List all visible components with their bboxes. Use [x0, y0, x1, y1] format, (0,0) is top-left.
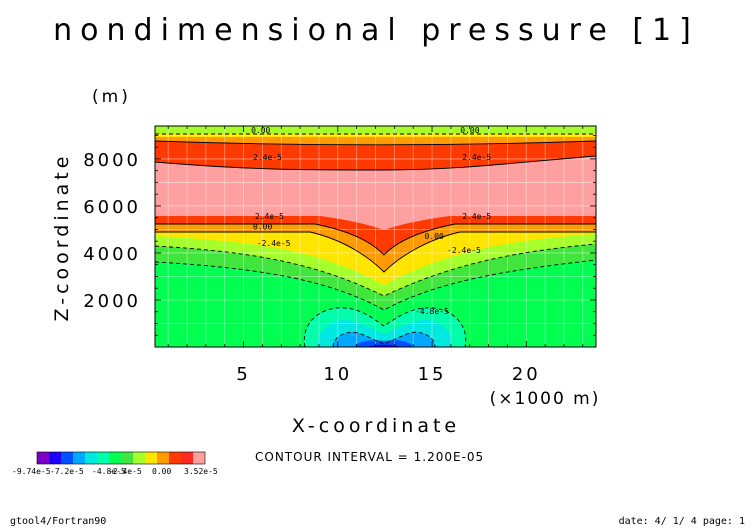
contour-line-pos-mid	[155, 223, 596, 256]
y-tick-label: 6000	[83, 197, 141, 218]
colorbar-swatch	[121, 452, 133, 464]
colorbar-swatch	[193, 452, 205, 464]
x-tick-label: 5	[236, 364, 250, 385]
colorbar-swatch	[145, 452, 157, 464]
plot-area	[154, 126, 597, 348]
colorbar-swatch	[73, 452, 85, 464]
contour-label: 0.00	[253, 222, 272, 231]
y-tick-label: 8000	[83, 150, 141, 171]
contour-label: 0.00	[251, 126, 270, 135]
contour-label: -4.8e-5	[415, 307, 449, 316]
colorbar-label: -4.8e-5	[92, 467, 126, 476]
chart-title: nondimensional pressure [1]	[53, 13, 699, 48]
y-tick-label: 2000	[83, 291, 141, 312]
contour-interval-text: CONTOUR INTERVAL = 1.200E-05	[255, 450, 484, 464]
plot-band-green	[155, 260, 596, 347]
footer-right: date: 4/ 1/ 4 page: 1	[619, 516, 745, 527]
plot-band-blue	[355, 340, 413, 347]
contour-label: 0.00	[460, 126, 479, 135]
colorbar-swatch	[61, 452, 73, 464]
colorbar-label: 0.00	[152, 467, 171, 476]
contour-line-neg-4	[332, 331, 436, 348]
colorbar-swatch	[109, 452, 121, 464]
colorbar-label: -7.2e-5	[50, 467, 84, 476]
contour-label: 2.4e-5	[255, 212, 284, 221]
colorbar-labels: -9.74e-5 -7.2e-5 -4.8e-5-2.4e-5 0.00 3.52e-5	[12, 467, 218, 476]
colorbar-label: -2.4e-5	[108, 467, 142, 476]
contour-line-neg-1	[154, 243, 597, 297]
x-unit-label: (×1000 m)	[490, 389, 601, 409]
colorbar-swatch	[37, 452, 49, 464]
x-tick-label: 10	[323, 364, 352, 385]
colorbar-swatch	[49, 452, 61, 464]
contour-label: -2.4e-5	[447, 246, 481, 255]
colorbar-label: 3.52e-5	[184, 467, 218, 476]
contour-line-pos-upper	[154, 155, 597, 171]
y-unit-label: (m)	[92, 87, 131, 107]
grid	[155, 126, 596, 347]
y-tick-label: 4000	[83, 244, 141, 265]
x-axis-title: X-coordinate	[292, 415, 460, 437]
contour-line-pos-top	[154, 140, 597, 146]
plot-band-deep-blue	[368, 344, 400, 347]
colorbar-swatch	[97, 452, 109, 464]
contour-labels: 0.00 0.002.4e-5 2.4e-52.4e-5 2.4e-50.000.00…	[251, 126, 491, 316]
colorbar-swatch	[181, 452, 193, 464]
colorbar-label: -9.74e-5	[12, 467, 51, 476]
contour-line-0-mid	[155, 231, 596, 273]
contour-line-neg-3	[303, 307, 467, 348]
colorbar-swatch	[85, 452, 97, 464]
colorbar-frame	[36, 451, 206, 465]
x-tick-label: 20	[512, 364, 541, 385]
footer-left: gtool4/Fortran90	[10, 516, 106, 527]
contour-label: 0.00	[425, 232, 444, 241]
colorbar-swatch	[169, 452, 181, 464]
contour-line-neg-2	[154, 259, 597, 311]
contour-label: 2.4e-5	[253, 153, 282, 162]
contour-label: -2.4e-5	[257, 239, 291, 248]
y-axis-title: Z-coordinate	[51, 153, 73, 322]
axes: 5 10 15 20 2000 4000 6000 8000	[83, 125, 597, 385]
contour-label: 2.4e-5	[462, 153, 491, 162]
colorbar-swatch	[157, 452, 169, 464]
colorbar	[36, 451, 206, 465]
colorbar-swatch	[133, 452, 145, 464]
x-tick-label: 15	[418, 364, 447, 385]
contour-label: 2.4e-5	[462, 212, 491, 221]
plot-band-light-blue	[333, 332, 435, 347]
